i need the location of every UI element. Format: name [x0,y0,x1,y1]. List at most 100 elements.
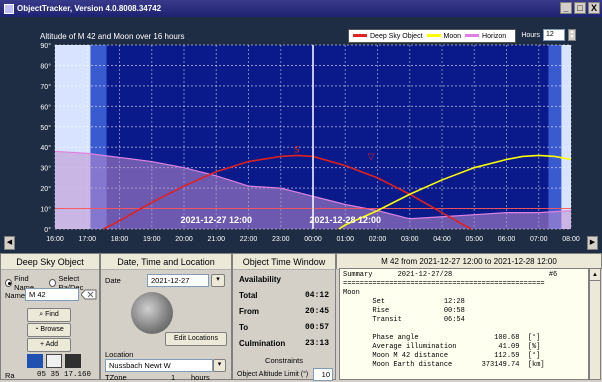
x-tick-label: 02:00 [369,236,387,243]
availability-heading: Availability [239,275,329,286]
dso-altitude-line [103,154,472,230]
chart-title: Altitude of M 42 and Moon over 16 hours [40,32,185,41]
scroll-up-icon[interactable]: ▲ [590,269,600,281]
dso-panel-title: Deep Sky Object [1,254,99,270]
edit-locations-label: Edit Locations [174,335,218,342]
x-tick-label: 04:00 [433,236,451,243]
summary-text: Summary 2021-12-27/28 #6 ===============… [343,271,558,369]
object-name-input[interactable]: M 42 [25,288,79,301]
scroll-left-button[interactable]: ◀ [4,236,15,250]
altitude-limit-input[interactable]: 10 [313,368,333,381]
from-label: From [239,307,259,316]
y-tick-label: 70° [40,83,51,91]
sky-twilight-band-right [548,45,562,229]
time-window-panel: Object Time Window Availability Total 04:… [232,253,336,381]
x-tick-label: 08:00 [562,236,580,243]
scroll-right-button[interactable]: ▶ [587,236,598,250]
x-tick-label: 19:00 [143,236,161,243]
location-dropdown-icon[interactable]: ▾ [213,359,226,372]
title-bar: ObjectTracker, Version 4.0.8008.34742 _ … [0,0,602,17]
to-row: To 00:57 [239,323,329,334]
x-tick-label: 16:00 [46,236,64,243]
x-tick-label: 06:00 [498,236,516,243]
tzone-unit: hours [191,373,210,382]
ra-label: Ra [5,371,15,380]
altitude-chart: 0° 10° 20° 30° 40° 50° 60° 70° 80° 90° 16:00 17:00 1… [40,32,580,243]
legend-item-moon: Moon [426,32,462,40]
summary-scrollbar[interactable]: ▲ [589,268,601,380]
search-icon: ⌕ [39,311,46,318]
browse-button[interactable]: ◔ Browse [27,323,71,337]
to-value: 00:57 [304,323,329,332]
find-button[interactable]: ⌕ Find [27,308,71,322]
hours-label: Hours [521,31,540,39]
y-tick-label: 50° [40,124,51,132]
y-tick-label: 60° [40,103,51,111]
from-value: 20:45 [304,307,329,316]
find-button-label: Find [45,311,59,318]
chart-legend: Deep Sky Object Moon Horizon [348,29,516,43]
catalog-icon[interactable] [27,354,43,368]
x-tick-label: 01:00 [336,236,354,243]
x-tick-label: 00:00 [304,236,322,243]
date-label: 2021-12-28 12:00 [309,215,381,225]
legend-item-horizon: Horizon [465,33,506,40]
horizon-area [55,151,571,229]
x-tick-label: 20:00 [175,236,193,243]
time-window-title: Object Time Window [233,254,335,270]
edit-locations-button[interactable]: Edit Locations [165,332,227,346]
radio-find-label: Find Name [14,274,34,292]
add-icon: + [39,341,46,348]
find-mode-radios: Find Name Select Ra/Dec [5,274,99,292]
x-tick-label: 17:00 [78,236,96,243]
x-tick-label: 22:00 [240,236,258,243]
altitude-limit-label: Object Altitude Limit (°) [237,371,309,378]
maximize-button[interactable]: □ [574,2,586,14]
culmination-row: Culmination 23:13 [239,339,329,350]
app-icon [4,3,14,14]
to-label: To [239,323,249,332]
add-button-label: Add [45,341,59,348]
add-button[interactable]: + Add [27,338,71,352]
grid-icon[interactable] [46,354,62,368]
hours-spinner[interactable]: ▲ ▼ [568,29,576,41]
total-value: 04:12 [304,291,329,300]
tzone-value: 1 [171,373,176,382]
close-button[interactable]: X [588,2,600,14]
image-icon[interactable] [65,354,81,368]
minimize-button[interactable]: _ [560,2,572,14]
location-select[interactable]: Nussbach Newt W [105,359,213,372]
summary-text-area[interactable]: Summary 2021-12-27/28 #6 ===============… [339,268,589,380]
legend-label: Moon [443,32,462,40]
x-tick-label: 18:00 [111,236,129,243]
availability-label: Availability [239,275,281,284]
legend-label: Deep Sky Object [370,32,423,40]
moon-altitude-line [338,154,572,230]
name-label: Name [5,291,26,300]
date-panel-title: Date, Time and Location [101,254,231,270]
y-tick-label: 10° [40,206,51,214]
chevron-down-icon[interactable]: ▾ [211,274,225,287]
x-tick-label: 05:00 [465,236,483,243]
culmination-marker: ▽ [368,152,375,162]
x-tick-label: 23:00 [272,236,290,243]
radio-select-label: Select Ra/Dec [58,274,83,292]
radio-find-name[interactable] [5,279,13,287]
culmination-label: Culmination [239,339,286,348]
location-label: Location [105,350,134,359]
browse-button-label: Browse [40,326,64,333]
date-picker[interactable]: 2021-12-27 [147,274,209,287]
date-label: Date [105,276,121,285]
tzone-label: TZone [105,373,127,382]
legend-item-dso: Deep Sky Object [353,33,423,40]
hours-input[interactable]: 12 [543,29,565,41]
clear-input-icon[interactable] [81,289,97,300]
altitude-chart-pane: 0° 10° 20° 30° 40° 50° 60° 70° 80° 90° 16:00 17:00 1… [0,17,602,253]
y-tick-label: 40° [40,144,51,152]
window-title: ObjectTracker, Version 4.0.8008.34742 [17,4,162,13]
x-tick-label: 07:00 [530,236,548,243]
x-tick-label: 21:00 [207,236,225,243]
radio-select-radec[interactable] [49,279,57,287]
date-location-panel: Date, Time and Location Date 2021-12-27 … [100,253,232,382]
total-label: Total [239,291,258,300]
